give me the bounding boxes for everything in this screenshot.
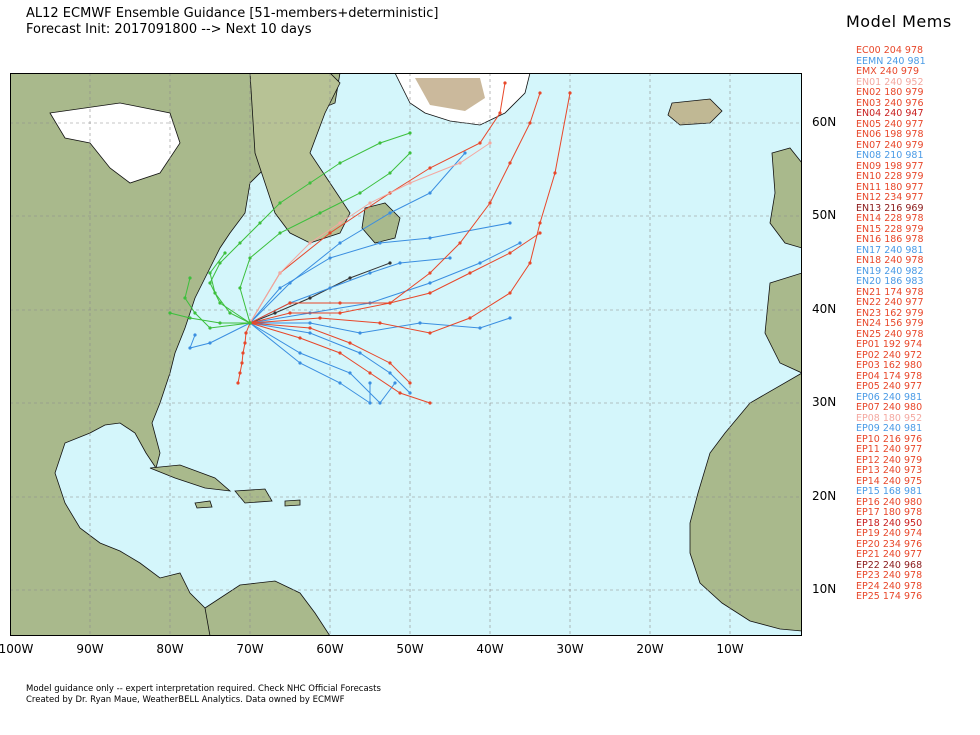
footer-line-1: Model guidance only -- expert interpreta… [26,684,381,694]
lat-lon-grid [10,73,802,636]
legend-entry: EP08 180 952 [856,412,923,424]
longitude-label: 60W [316,642,344,656]
longitude-label: 80W [156,642,184,656]
puerto-rico [284,499,301,507]
legend-entry: EN22 240 977 [856,297,924,308]
africa-land [689,372,802,632]
legend-entry: EN21 174 978 [856,286,924,298]
footer: Model guidance only -- expert interpreta… [26,684,381,706]
track-green-3 [238,151,412,325]
latitude-label: 10N [812,582,837,596]
legend-entry: EP15 168 981 [856,486,923,497]
legend-entry: EP23 240 978 [856,570,923,581]
legend-entry: EP14 240 975 [856,475,923,487]
legend-entry: EP17 180 978 [856,507,923,518]
track-green-4 [183,276,252,330]
legend-entry: EN04 240 947 [856,108,924,119]
legend-entry: EP04 174 978 [856,370,923,382]
jamaica [194,500,213,509]
legend-entry: EP09 240 981 [856,423,923,434]
legend-entry: EN01 240 952 [856,76,924,88]
north-america-land [10,73,341,636]
legend-entry: EN16 186 978 [856,234,924,245]
legend-entry: EN17 240 981 [856,244,924,256]
track-map [10,73,802,636]
british-isles [769,147,802,249]
legend-entry: EN07 240 979 [856,139,924,151]
legend-entry: EC00 204 978 [856,45,924,56]
latitude-label: 20N [812,489,837,503]
legend-entry: EN18 240 978 [856,255,924,266]
longitude-label: 70W [236,642,264,656]
europe-land [764,272,802,374]
legend-entry: EP25 174 976 [856,591,923,602]
legend-entry: EN20 186 983 [856,276,924,287]
legend-entry: EP02 240 972 [856,349,923,361]
legend-entry: EP05 240 977 [856,381,923,392]
legend-entry: EN03 240 976 [856,97,924,109]
latitude-label: 30N [812,395,837,409]
title-line-1: AL12 ECMWF Ensemble Guidance [51-members… [26,6,439,21]
legend-entry: EP18 240 950 [856,517,923,529]
legend-entry: EN19 240 982 [856,265,924,277]
map-frame [10,73,802,636]
legend-entry: EP10 216 976 [856,433,923,445]
legend-entry: EN23 162 979 [856,307,924,319]
track-green-1 [208,251,252,325]
latitude-label: 60N [812,115,837,129]
legend-entry: EP01 192 974 [856,339,923,350]
legend-entry: EN10 228 979 [856,171,924,182]
member-legend: EC00 204 978 EEMN 240 981 EMX 240 979 EN01 … [856,45,926,603]
chart-title: AL12 ECMWF Ensemble Guidance [51-members… [26,6,439,38]
legend-entry: EP21 240 977 [856,549,923,560]
legend-entry: EP13 240 973 [856,465,923,476]
legend-entry: EN13 216 969 [856,202,924,214]
footer-line-2: Created by Dr. Ryan Maue, WeatherBELL An… [26,695,345,705]
hispaniola [234,488,273,504]
longitude-label: 20W [636,642,664,656]
latitude-label: 50N [812,208,837,222]
longitude-label: 100W [0,642,34,656]
legend-entry: EMX 240 979 [856,66,920,77]
legend-entry: EEMN 240 981 [856,55,926,67]
legend-entry: EN05 240 977 [856,118,924,130]
legend-entry: EP07 240 980 [856,402,923,413]
longitude-label: 30W [556,642,584,656]
legend-entry: EP19 240 974 [856,528,923,539]
south-america-land [204,580,331,636]
legend-entry: EP11 240 977 [856,444,923,455]
latitude-label: 40N [812,302,837,316]
legend-entry: EP16 240 980 [856,496,923,508]
legend-entry: EN25 240 978 [856,328,924,340]
legend-entry: EN09 198 977 [856,160,924,172]
legend-entry: EN24 156 979 [856,318,924,329]
track-blue-8 [248,241,522,325]
legend-entry: EN15 228 979 [856,223,924,235]
legend-entry: EN11 180 977 [856,181,924,193]
legend-entry: EN12 234 977 [856,192,924,203]
title-line-2: Forecast Init: 2017091800 --> Next 10 da… [26,22,312,37]
ensemble-tracks [168,81,572,405]
legend-title: Model Mems [846,12,952,31]
legend-entry: EP06 240 981 [856,391,923,403]
legend-entry: EP12 240 979 [856,454,923,466]
greenland-relief [415,78,485,111]
legend-entry: EP22 240 968 [856,559,923,571]
longitude-label: 50W [396,642,424,656]
longitude-label: 90W [76,642,104,656]
legend-entry: EP03 162 980 [856,360,923,371]
track-green-0 [208,131,412,325]
track-red-3 [248,321,432,405]
legend-entry: EN02 180 979 [856,87,924,98]
iceland [667,98,723,126]
legend-entry: EP20 234 976 [856,538,923,550]
legend-entry: EN08 210 981 [856,150,924,161]
legend-entry: EP24 240 978 [856,580,923,592]
legend-entry: EN06 198 978 [856,129,924,140]
longitude-label: 40W [476,642,504,656]
longitude-label: 10W [716,642,744,656]
legend-entry: EN14 228 978 [856,213,924,224]
track-blue-4 [248,316,512,335]
